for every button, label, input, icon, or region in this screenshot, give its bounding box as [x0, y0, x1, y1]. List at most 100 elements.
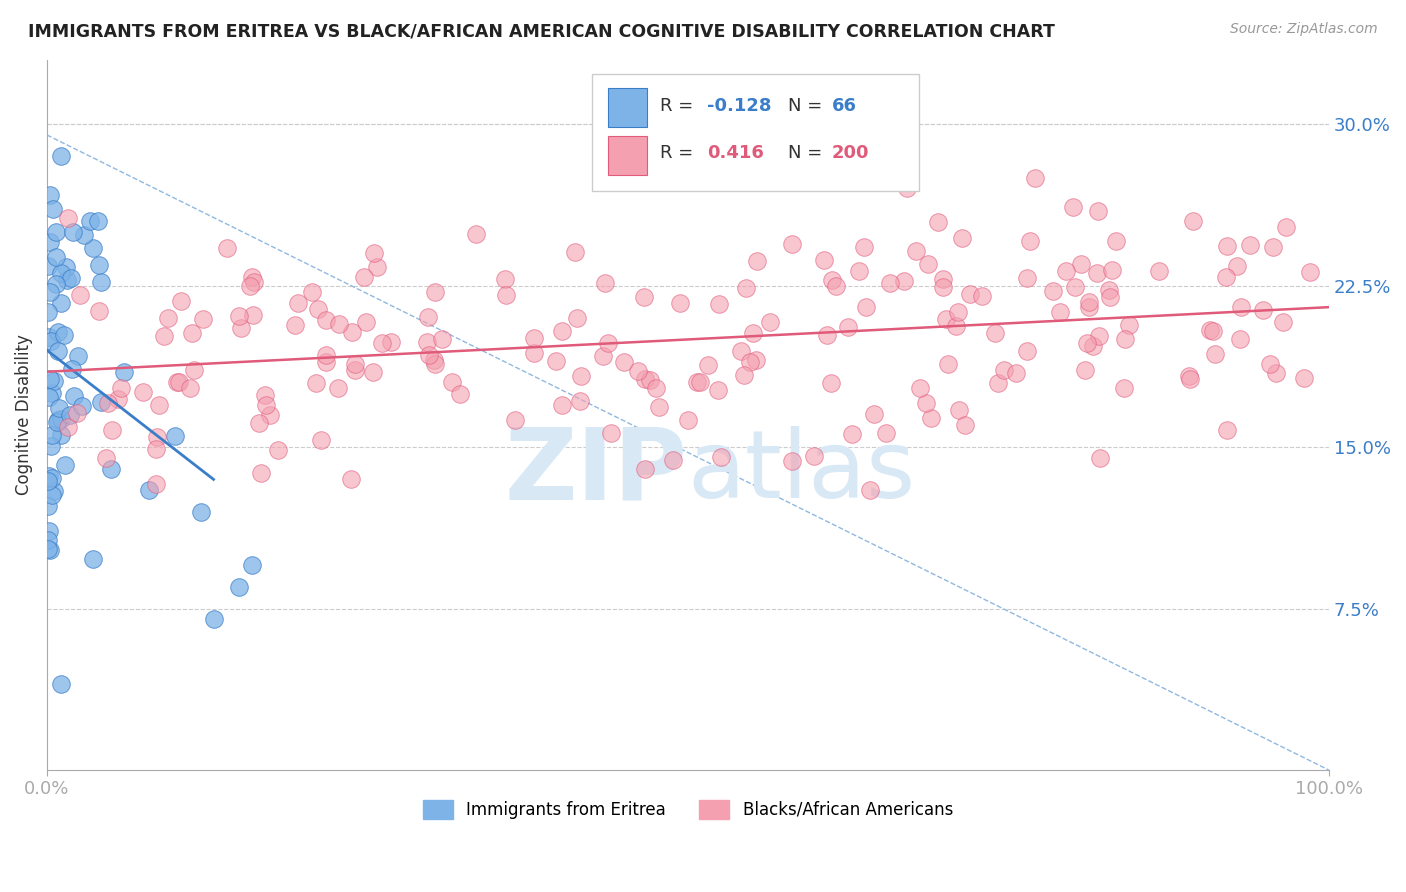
Point [97, 396, 120, 410]
Point [710, 450, 733, 464]
Point [326, 382, 349, 396]
Point [780, 236, 803, 251]
Point [41, 202, 63, 217]
Point [551, 325, 574, 339]
Point [228, 580, 250, 594]
Point [523, 346, 546, 360]
Point [1063, 280, 1085, 294]
Point [89, 303, 111, 318]
Point [37, 533, 59, 547]
Text: N =: N = [787, 145, 828, 162]
Point [441, 376, 464, 390]
Point [1265, 366, 1288, 380]
Point [593, 276, 616, 290]
Point [1202, 324, 1225, 338]
Point [340, 472, 363, 486]
Point [1299, 265, 1322, 279]
Point [183, 363, 205, 377]
Point [932, 272, 955, 286]
Text: 200: 200 [831, 145, 869, 162]
Point [165, 429, 187, 443]
FancyBboxPatch shape [609, 136, 647, 175]
Point [662, 452, 685, 467]
Point [1042, 284, 1064, 298]
Point [745, 352, 768, 367]
Point [243, 275, 266, 289]
Point [1101, 263, 1123, 277]
Point [37, 474, 59, 488]
Point [707, 383, 730, 397]
Point [354, 315, 377, 329]
Point [565, 311, 588, 326]
Point [193, 312, 215, 326]
Point [546, 353, 568, 368]
Point [59, 409, 82, 423]
Point [984, 326, 1007, 341]
Point [41, 428, 63, 442]
Point [138, 483, 160, 497]
Point [1085, 266, 1108, 280]
Point [42, 374, 65, 388]
Point [647, 400, 669, 414]
Text: -0.128: -0.128 [707, 96, 772, 115]
Point [145, 477, 167, 491]
Point [596, 335, 619, 350]
Point [1229, 301, 1251, 315]
Point [284, 318, 307, 332]
Point [41, 488, 63, 502]
Point [315, 348, 337, 362]
Point [1070, 257, 1092, 271]
Point [707, 297, 730, 311]
Point [568, 394, 591, 409]
Point [38, 372, 60, 386]
Point [1226, 259, 1249, 273]
Point [315, 313, 337, 327]
Point [37, 259, 59, 273]
Point [90, 395, 112, 409]
Point [46, 325, 69, 339]
Point [1275, 220, 1298, 235]
Point [430, 332, 453, 346]
Point [94, 451, 117, 466]
Point [48, 401, 70, 416]
Point [148, 399, 170, 413]
Point [1076, 335, 1098, 350]
Point [202, 612, 225, 626]
Point [1229, 332, 1251, 346]
Point [41, 385, 63, 400]
Point [936, 357, 959, 371]
Point [686, 375, 709, 389]
Point [1215, 239, 1237, 253]
Point [49, 428, 72, 442]
Point [301, 285, 323, 299]
Point [745, 253, 768, 268]
Point [41, 471, 63, 485]
Point [920, 411, 942, 425]
Point [1239, 238, 1261, 252]
Point [287, 295, 309, 310]
Point [972, 288, 994, 302]
Point [627, 364, 650, 378]
Point [1019, 234, 1042, 248]
Point [735, 281, 758, 295]
Point [859, 483, 882, 497]
Point [1114, 332, 1136, 346]
Point [987, 376, 1010, 391]
Point [56, 273, 79, 287]
Point [37, 305, 59, 319]
Text: N =: N = [787, 96, 828, 115]
Point [564, 244, 586, 259]
Point [45, 277, 67, 291]
Text: Source: ZipAtlas.com: Source: ZipAtlas.com [1230, 22, 1378, 37]
Point [738, 355, 761, 369]
Point [633, 290, 655, 304]
Point [494, 272, 516, 286]
Point [315, 355, 337, 369]
Point [49, 677, 72, 691]
Point [370, 335, 392, 350]
Point [418, 348, 440, 362]
Point [37, 541, 59, 556]
Point [638, 373, 661, 387]
Point [62, 225, 84, 239]
Point [45, 225, 67, 239]
